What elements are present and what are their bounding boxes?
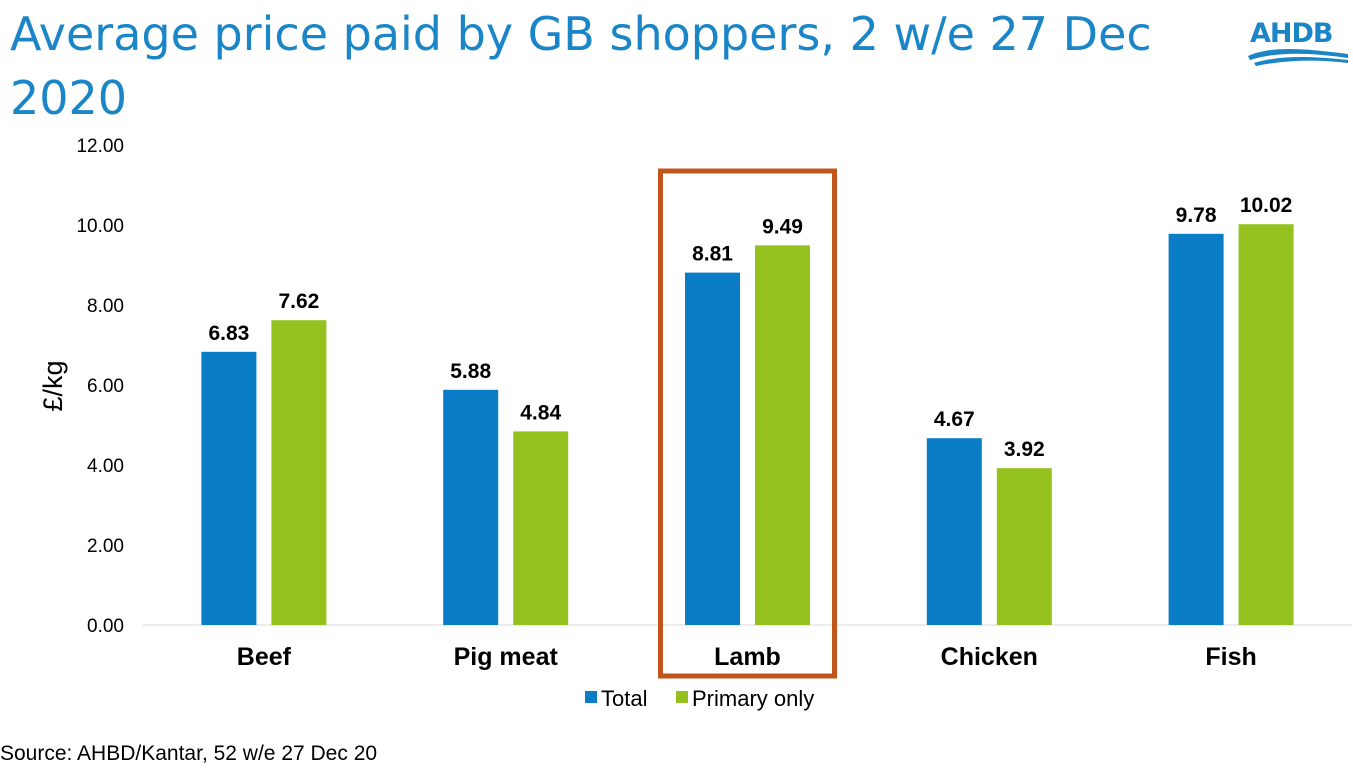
y-tick-label: 6.00 — [87, 376, 124, 397]
data-label: 4.84 — [520, 401, 561, 424]
y-tick-label: 8.00 — [87, 296, 124, 317]
data-label: 4.67 — [934, 408, 975, 431]
bar-primary-only — [513, 431, 569, 625]
legend-swatch-primary-only — [676, 691, 688, 703]
bar-primary-only — [271, 320, 327, 625]
highlight-box — [658, 168, 837, 679]
x-tick-label: Lamb — [714, 643, 781, 671]
data-label: 9.78 — [1176, 204, 1217, 227]
x-tick-label: Beef — [237, 643, 292, 671]
ahdb-logo: AHDB — [1246, 18, 1352, 68]
wave-icon — [1248, 49, 1348, 66]
legend-swatch-total — [585, 691, 597, 703]
x-tick-label: Pig meat — [454, 643, 559, 671]
y-axis-label: £/kg — [38, 360, 68, 411]
x-tick-label: Fish — [1205, 643, 1256, 671]
y-tick-label: 0.00 — [87, 616, 124, 637]
legend-label: Total — [601, 686, 647, 711]
bar-primary-only — [996, 468, 1052, 625]
bar-total — [443, 389, 499, 625]
bar-chart: 0.00 2.00 4.00 6.00 8.00 10.00 12.00 £/kg 6.83 7.… — [38, 136, 1352, 711]
source-note: Source: AHBD/Kantar, 52 w/e 27 Dec 20 — [0, 742, 378, 765]
bar-total — [1168, 233, 1224, 626]
y-tick-label: 4.00 — [87, 456, 124, 477]
data-label: 5.88 — [450, 360, 491, 383]
data-label: 9.49 — [762, 215, 803, 238]
chart-title: Average price paid by GB shoppers, 2 w/e… — [10, 7, 1152, 125]
legend-label: Primary only — [692, 686, 814, 711]
logo-text: AHDB — [1250, 18, 1333, 49]
data-label: 7.62 — [278, 290, 319, 313]
data-label: 8.81 — [692, 243, 733, 266]
y-tick-label: 2.00 — [87, 536, 124, 557]
data-label: 6.83 — [208, 322, 249, 345]
bar-total — [926, 438, 982, 625]
y-tick-label: 10.00 — [76, 216, 124, 237]
data-label: 3.92 — [1004, 438, 1045, 461]
y-tick-label: 12.00 — [76, 136, 124, 157]
bar-primary-only — [755, 245, 810, 625]
x-tick-label: Chicken — [941, 643, 1038, 671]
bar-total — [201, 351, 257, 625]
bar-total — [685, 272, 740, 625]
bar-primary-only — [1238, 224, 1294, 625]
data-label: 10.02 — [1240, 194, 1293, 217]
